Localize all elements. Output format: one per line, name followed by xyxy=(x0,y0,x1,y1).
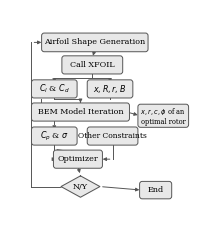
FancyBboxPatch shape xyxy=(87,80,133,98)
FancyBboxPatch shape xyxy=(87,127,138,145)
FancyBboxPatch shape xyxy=(42,33,148,52)
FancyBboxPatch shape xyxy=(140,181,172,199)
Polygon shape xyxy=(61,176,100,197)
FancyBboxPatch shape xyxy=(53,150,102,168)
Text: $x, r, c, \phi$ of an
optimal rotor: $x, r, c, \phi$ of an optimal rotor xyxy=(140,106,186,126)
Text: N/Y: N/Y xyxy=(73,182,88,191)
Text: $C_l$ & $C_d$: $C_l$ & $C_d$ xyxy=(39,83,70,95)
Text: Optimizer: Optimizer xyxy=(58,155,98,163)
FancyBboxPatch shape xyxy=(138,104,189,127)
Text: Airfoil Shape Generation: Airfoil Shape Generation xyxy=(44,38,145,46)
FancyBboxPatch shape xyxy=(31,103,129,121)
Text: End: End xyxy=(148,186,164,194)
FancyBboxPatch shape xyxy=(31,80,77,98)
Text: $x, R, r, B$: $x, R, r, B$ xyxy=(94,83,127,95)
Text: Call XFOIL: Call XFOIL xyxy=(70,61,115,69)
Text: Other Constraints: Other Constraints xyxy=(78,132,147,140)
FancyBboxPatch shape xyxy=(62,56,123,74)
Text: $C_p$ & $\sigma$: $C_p$ & $\sigma$ xyxy=(40,130,69,143)
Text: BEM Model Iteration: BEM Model Iteration xyxy=(38,108,123,116)
FancyBboxPatch shape xyxy=(31,127,77,145)
